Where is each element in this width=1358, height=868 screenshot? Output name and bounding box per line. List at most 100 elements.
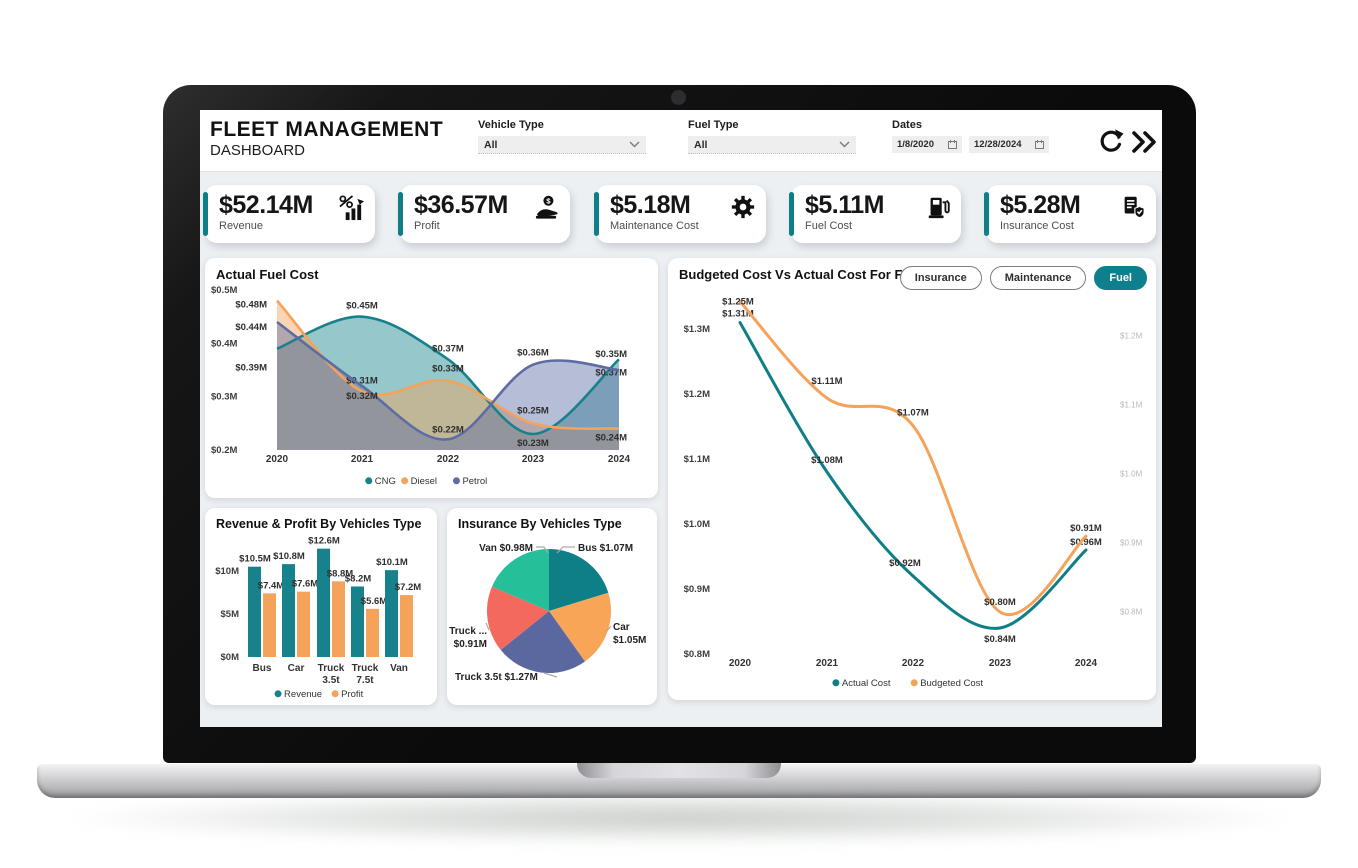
svg-text:$1.0M: $1.0M: [684, 519, 710, 530]
svg-text:Revenue: Revenue: [284, 689, 322, 700]
start-date-input[interactable]: 1/8/2020: [892, 136, 962, 153]
svg-text:Profit: Profit: [341, 689, 364, 700]
fuel-type-label: Fuel Type: [688, 119, 739, 131]
svg-text:$0.2M: $0.2M: [211, 445, 237, 456]
vehicle-type-filter: Vehicle Type All: [478, 119, 646, 154]
top-bar: FLEET MANAGEMENT DASHBOARD Vehicle Type …: [200, 110, 1162, 172]
svg-text:$10.8M: $10.8M: [273, 551, 305, 562]
svg-text:$0.9M: $0.9M: [1120, 539, 1143, 548]
svg-text:$5.6M: $5.6M: [361, 596, 387, 607]
svg-text:$0.22M: $0.22M: [432, 424, 464, 435]
svg-text:$0.9M: $0.9M: [684, 584, 710, 595]
kpi-label: Maintenance Cost: [610, 220, 699, 232]
svg-text:$10.5M: $10.5M: [239, 554, 271, 565]
svg-text:$1.11M: $1.11M: [811, 376, 842, 387]
kpi-label: Fuel Cost: [805, 220, 853, 232]
svg-text:CNG: CNG: [375, 476, 396, 487]
svg-text:Truck 3.5t $1.27M: Truck 3.5t $1.27M: [455, 672, 538, 683]
svg-text:$7.4M: $7.4M: [258, 580, 284, 591]
svg-text:Actual Cost: Actual Cost: [842, 678, 891, 689]
laptop-lid: FLEET MANAGEMENT DASHBOARD Vehicle Type …: [163, 85, 1196, 763]
kpi-accent: [203, 192, 208, 236]
dashboard-content: $52.14M Revenue $36.57M: [200, 172, 1162, 727]
svg-text:Budgeted Cost: Budgeted Cost: [920, 678, 983, 689]
fuel-type-dropdown[interactable]: All: [688, 136, 856, 154]
svg-text:Truck: Truck: [318, 663, 345, 674]
svg-text:$0.92M: $0.92M: [889, 558, 921, 569]
kpi-card-maintenance: $5.18M Maintenance Cost: [594, 185, 766, 243]
dates-filter: Dates 1/8/2020 12/28/2024: [892, 119, 1049, 153]
svg-text:2022: 2022: [437, 454, 460, 465]
svg-text:$7.6M: $7.6M: [292, 579, 318, 590]
svg-text:$0.23M: $0.23M: [517, 438, 549, 449]
dashboard-screen: FLEET MANAGEMENT DASHBOARD Vehicle Type …: [200, 110, 1162, 727]
maintenance-toggle-button[interactable]: Maintenance: [989, 266, 1087, 290]
gear-wrench-icon: [730, 194, 756, 225]
vehicle-type-dropdown[interactable]: All: [478, 136, 646, 154]
revenue-profit-card: Revenue & Profit By Vehicles Type $10M $5…: [205, 508, 437, 705]
svg-text:$0.80M: $0.80M: [984, 597, 1016, 608]
svg-text:$1.05M: $1.05M: [613, 635, 646, 646]
laptop-notch: [577, 763, 781, 778]
end-date-input[interactable]: 12/28/2024: [969, 136, 1049, 153]
kpi-accent: [398, 192, 403, 236]
kpi-card-insurance: $5.28M Insurance Cost: [984, 185, 1156, 243]
laptop-shadow: [70, 792, 1290, 844]
revenue-profit-chart: $10M $5M $0M $10.5M $7.4M Bus $10.8M $7.6M Car $1…: [205, 531, 437, 709]
kpi-value: $5.18M: [610, 191, 691, 219]
cost-toggle-buttons: Insurance Maintenance Fuel: [899, 266, 1147, 290]
bar-growth-icon: [338, 194, 365, 226]
end-date-value: 12/28/2024: [974, 139, 1022, 150]
svg-text:$1.0M: $1.0M: [1120, 470, 1143, 479]
page-subtitle: DASHBOARD: [210, 142, 306, 159]
svg-text:2020: 2020: [266, 454, 289, 465]
insurance-pie-chart: Bus $1.07M Car $1.05M Truck 3.5t $1.27M Truc…: [447, 531, 657, 709]
fuel-toggle-button[interactable]: Fuel: [1094, 266, 1147, 290]
svg-text:$0.96M: $0.96M: [1070, 537, 1102, 548]
kpi-label: Revenue: [219, 220, 264, 232]
svg-text:$0.3M: $0.3M: [211, 392, 237, 403]
chart-title: Budgeted Cost Vs Actual Cost For Fuel: [679, 267, 922, 282]
svg-text:Bus $1.07M: Bus $1.07M: [578, 543, 633, 554]
svg-text:$0.32M: $0.32M: [346, 391, 378, 402]
svg-text:$8.2M: $8.2M: [345, 573, 371, 584]
svg-text:$1.2M: $1.2M: [1120, 332, 1143, 341]
kpi-accent: [594, 192, 599, 236]
svg-text:$10.1M: $10.1M: [376, 557, 408, 568]
chevron-down-icon: [629, 141, 640, 148]
vehicle-type-value: All: [484, 138, 498, 151]
kpi-card-profit: $36.57M Profit $: [398, 185, 570, 243]
fuel-pump-icon: [925, 194, 951, 225]
budget-vs-actual-card: Budgeted Cost Vs Actual Cost For Fuel In…: [668, 258, 1156, 700]
svg-text:$0.25M: $0.25M: [517, 405, 549, 416]
dates-label: Dates: [892, 119, 922, 131]
svg-text:$: $: [546, 197, 551, 206]
calendar-icon: [1035, 140, 1044, 149]
svg-text:2024: 2024: [608, 454, 631, 465]
svg-text:$1.1M: $1.1M: [684, 454, 710, 465]
svg-text:$8.8M: $8.8M: [327, 568, 353, 579]
svg-text:$0.36M: $0.36M: [517, 348, 549, 359]
double-chevron-right-icon[interactable]: [1131, 131, 1157, 158]
insurance-toggle-button[interactable]: Insurance: [899, 266, 982, 290]
svg-text:$1.25M: $1.25M: [722, 297, 754, 308]
svg-text:$0.33M: $0.33M: [432, 364, 464, 375]
svg-text:2023: 2023: [989, 658, 1012, 669]
actual-fuel-cost-card: Actual Fuel Cost $0.5M $0.4M $0.3M $0.2M $0.…: [205, 258, 658, 498]
svg-text:$0.4M: $0.4M: [211, 338, 237, 349]
svg-text:$0.37M: $0.37M: [595, 367, 627, 378]
refresh-icon[interactable]: [1096, 128, 1124, 161]
svg-text:Van $0.98M: Van $0.98M: [479, 543, 533, 554]
svg-text:Bus: Bus: [253, 663, 272, 674]
svg-text:$0.44M: $0.44M: [235, 322, 267, 333]
svg-text:$12.6M: $12.6M: [308, 536, 340, 547]
page-title: FLEET MANAGEMENT: [210, 118, 444, 141]
kpi-card-fuel: $5.11M Fuel Cost: [789, 185, 961, 243]
svg-text:$7.2M: $7.2M: [395, 582, 421, 593]
svg-text:$1.07M: $1.07M: [897, 408, 929, 419]
svg-text:$0.35M: $0.35M: [595, 349, 627, 360]
svg-text:$0.45M: $0.45M: [346, 301, 378, 312]
svg-text:Truck ...: Truck ...: [449, 626, 487, 637]
svg-text:$5M: $5M: [221, 609, 240, 620]
